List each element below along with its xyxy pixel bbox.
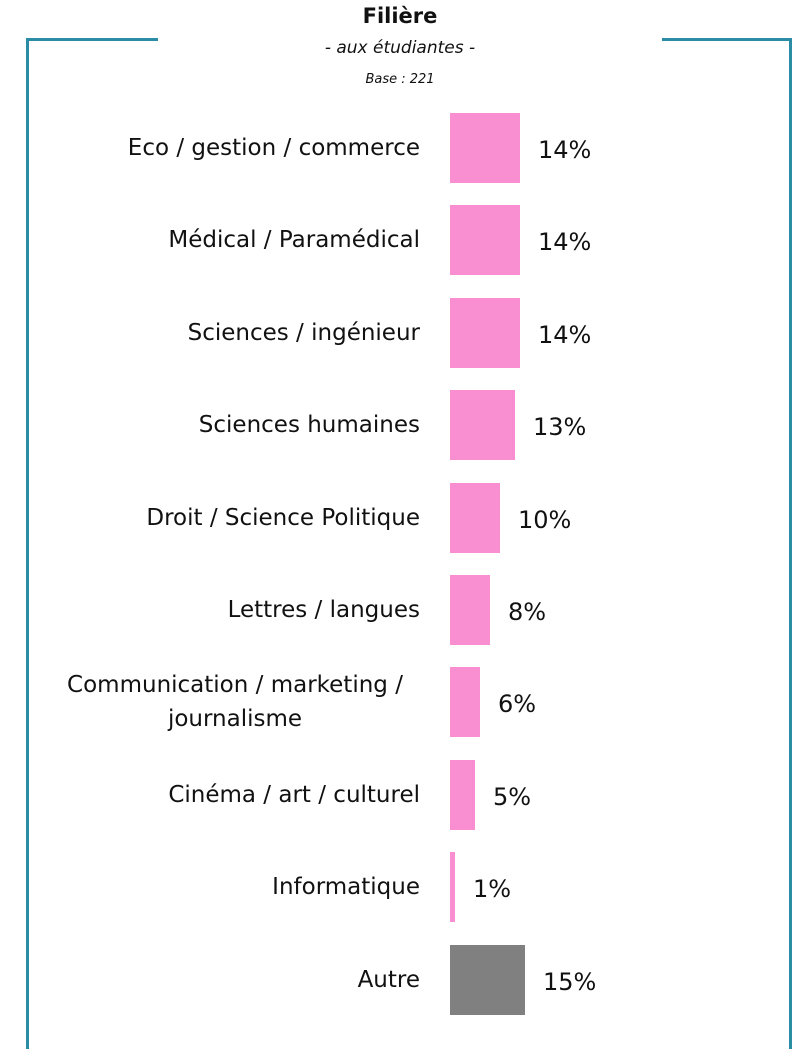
value-label: 5%	[493, 782, 532, 811]
value-label: 14%	[538, 228, 592, 257]
frame-left	[26, 38, 29, 1049]
value-label: 8%	[508, 598, 547, 626]
bar	[450, 297, 520, 368]
category-label: Lettres / langues	[227, 597, 420, 623]
bar	[450, 852, 455, 923]
bar	[450, 205, 520, 276]
bar	[450, 575, 490, 645]
value-label: 14%	[538, 320, 592, 349]
chart-title: Filière	[362, 4, 438, 28]
frame-top-left	[26, 38, 158, 41]
base-note: Base : 221	[365, 72, 435, 87]
category-label: Communication / marketing / journalisme	[67, 672, 403, 733]
value-label: 6%	[498, 690, 537, 719]
bar	[450, 944, 525, 1015]
value-label: 13%	[533, 413, 587, 442]
value-label: 15%	[543, 967, 597, 996]
category-label: Droit / Science Politique	[146, 504, 420, 531]
value-label: 10%	[518, 505, 572, 534]
bar	[450, 759, 475, 830]
category-label: Autre	[357, 966, 420, 993]
value-label: 1%	[473, 875, 512, 904]
frame-top-right	[662, 38, 792, 41]
frame-right	[789, 38, 792, 1049]
category-label: Médical / Paramédical	[168, 227, 420, 254]
bar	[450, 390, 515, 461]
bar	[450, 113, 520, 183]
chart-subtitle: - aux étudiantes -	[324, 38, 476, 58]
bar	[450, 482, 500, 553]
category-label: Eco / gestion / commerce	[127, 135, 420, 161]
category-label: Informatique	[272, 874, 420, 901]
category-label: Sciences humaines	[198, 412, 420, 439]
category-label: Cinéma / art / culturel	[168, 781, 420, 808]
category-label: Sciences / ingénieur	[187, 319, 420, 346]
bar	[450, 667, 480, 738]
value-label: 14%	[538, 136, 592, 164]
